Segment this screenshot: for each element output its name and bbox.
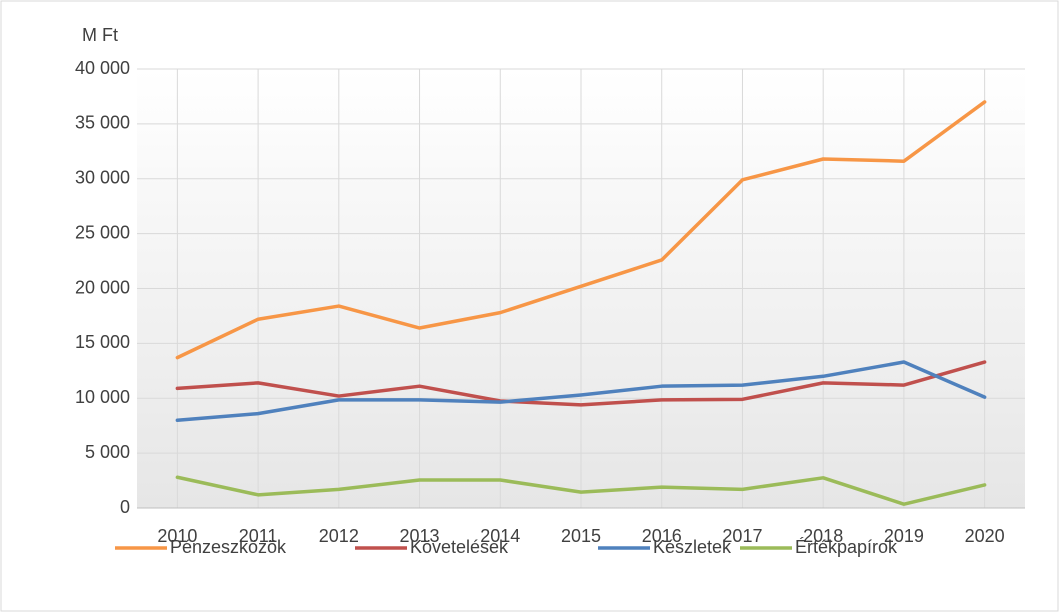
y-tick-label: 35 000 [75, 113, 130, 133]
y-tick-label: 30 000 [75, 168, 130, 188]
y-tick-label: 25 000 [75, 222, 130, 242]
series-line [175, 360, 987, 422]
x-tick-label: 2013 [400, 526, 440, 546]
y-axis-label: M Ft [82, 25, 118, 45]
x-tick-label: 2018 [803, 526, 843, 546]
series-line [175, 475, 987, 506]
series-line [175, 100, 987, 360]
x-tick-label: 2014 [480, 526, 520, 546]
x-tick-label: 2019 [884, 526, 924, 546]
y-tick-label: 5 000 [85, 442, 130, 462]
x-tick-label: 2012 [319, 526, 359, 546]
legend-label: Követelések [410, 537, 509, 557]
y-tick-label: 20 000 [75, 277, 130, 297]
x-tick-label: 2016 [642, 526, 682, 546]
x-tick-label: 2017 [722, 526, 762, 546]
series-line [175, 360, 987, 407]
y-tick-label: 40 000 [75, 58, 130, 78]
x-tick-label: 2015 [561, 526, 601, 546]
x-tick-label: 2020 [965, 526, 1005, 546]
legend-label: Készletek [653, 537, 732, 557]
legend-label: Pénzeszközök [170, 537, 287, 557]
legend-label: Értékpapírok [795, 537, 898, 557]
y-tick-label: 15 000 [75, 332, 130, 352]
x-tick-label: 2010 [157, 526, 197, 546]
y-tick-label: 10 000 [75, 387, 130, 407]
y-tick-label: 0 [120, 497, 130, 517]
x-tick-label: 2011 [239, 526, 278, 546]
